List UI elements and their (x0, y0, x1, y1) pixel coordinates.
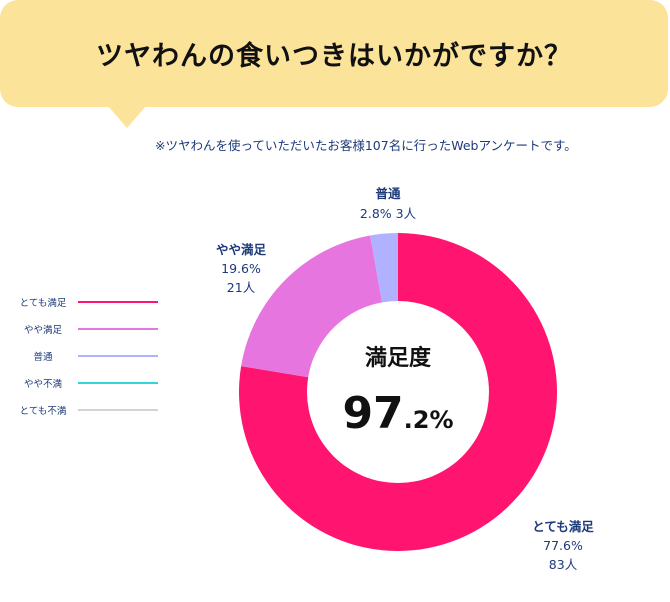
donut-hole (307, 301, 489, 483)
center-value-decimal: .2 (404, 406, 430, 434)
center-value: 97.2% (342, 388, 453, 439)
slice-percent-label: 19.6% (221, 261, 261, 276)
legend-swatch (78, 408, 158, 411)
legend-item-neutral: 普通 (8, 342, 168, 369)
slice-percent-label: 2.8% (360, 206, 392, 221)
legend-label: 普通 (33, 351, 53, 363)
slice-label-neutral: 普通 2.8% 3人 (360, 186, 417, 221)
speech-bubble-tail (108, 106, 146, 128)
page-title: ツヤわんの食いつきはいかがですか？ (96, 41, 572, 72)
legend-label: やや不満 (23, 378, 62, 390)
slice-values-label: 2.8% 3人 (360, 206, 417, 221)
slice-percent-label: 77.6% (543, 538, 583, 553)
slice-category-label: 普通 (375, 186, 401, 201)
legend-item-somewhat-dissatisfied: やや不満 (8, 369, 168, 396)
slice-category-label: やや満足 (216, 242, 267, 257)
slice-count-label: 21人 (227, 280, 256, 295)
legend-item-very-satisfied: とても満足 (8, 288, 168, 315)
slice-category-label: とても満足 (532, 519, 594, 534)
legend-swatch (78, 300, 158, 303)
slice-label-very-satisfied: とても満足 77.6% 83人 (532, 519, 594, 572)
slice-label-somewhat-satisfied: やや満足 19.6% 21人 (216, 242, 267, 295)
center-label: 満足度 (365, 345, 432, 371)
slice-count-label: 83人 (549, 557, 578, 572)
chart-legend: とても満足 やや満足 普通 やや不満 とても不満 (8, 288, 168, 423)
center-value-main: 97 (342, 388, 403, 439)
legend-label: とても不満 (19, 405, 67, 417)
header-banner: ツヤわんの食いつきはいかがですか？ (0, 0, 668, 107)
legend-item-very-dissatisfied: とても不満 (8, 396, 168, 423)
slice-count-label: 3人 (396, 206, 417, 221)
legend-swatch (78, 327, 158, 330)
legend-label: やや満足 (23, 324, 62, 336)
legend-label: とても満足 (19, 297, 67, 309)
legend-swatch (78, 381, 158, 384)
legend-item-somewhat-satisfied: やや満足 (8, 315, 168, 342)
center-value-unit: % (430, 406, 454, 434)
survey-note: ※ツヤわんを使っていただいたお客様107名に行ったWebアンケートです。 (155, 138, 577, 153)
legend-swatch (78, 354, 158, 357)
